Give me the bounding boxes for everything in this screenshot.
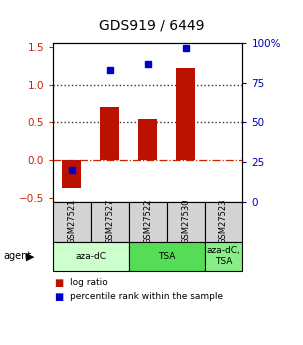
Text: ▶: ▶ xyxy=(26,251,34,261)
Bar xyxy=(129,202,167,242)
Bar xyxy=(91,202,129,242)
Bar xyxy=(176,68,195,160)
Text: ■: ■ xyxy=(55,292,64,302)
Text: aza-dC: aza-dC xyxy=(75,252,106,261)
Bar xyxy=(205,241,242,271)
Text: log ratio: log ratio xyxy=(70,278,108,287)
Bar xyxy=(53,202,91,242)
Text: GSM27522: GSM27522 xyxy=(143,199,152,244)
Bar xyxy=(100,107,119,160)
Bar xyxy=(62,160,82,188)
Text: GSM27523: GSM27523 xyxy=(219,199,228,244)
Text: aza-dC,
TSA: aza-dC, TSA xyxy=(207,246,240,266)
Text: GDS919 / 6449: GDS919 / 6449 xyxy=(99,19,204,33)
Bar xyxy=(167,202,205,242)
Text: percentile rank within the sample: percentile rank within the sample xyxy=(70,292,223,301)
Text: TSA: TSA xyxy=(158,252,175,261)
Text: GSM27527: GSM27527 xyxy=(105,199,114,244)
Bar xyxy=(138,119,157,160)
Text: agent: agent xyxy=(3,251,31,261)
Text: GSM27521: GSM27521 xyxy=(68,199,76,244)
Text: GSM27530: GSM27530 xyxy=(181,199,190,244)
Text: ■: ■ xyxy=(55,278,64,288)
Bar xyxy=(129,241,205,271)
Bar xyxy=(53,241,129,271)
Bar xyxy=(205,202,242,242)
